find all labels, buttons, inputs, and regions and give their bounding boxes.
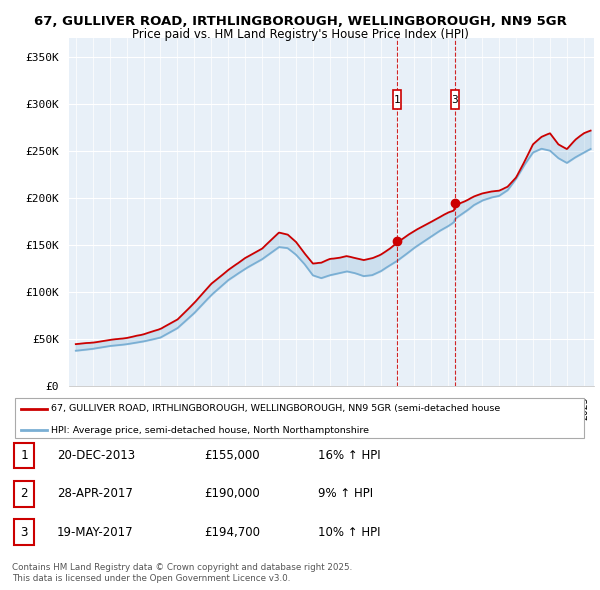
Text: 19-MAY-2017: 19-MAY-2017 [57, 526, 134, 539]
Text: Price paid vs. HM Land Registry's House Price Index (HPI): Price paid vs. HM Land Registry's House … [131, 28, 469, 41]
Text: 20-DEC-2013: 20-DEC-2013 [57, 449, 135, 462]
Text: £190,000: £190,000 [204, 487, 260, 500]
Text: £155,000: £155,000 [204, 449, 260, 462]
Text: 1: 1 [20, 449, 28, 462]
FancyBboxPatch shape [451, 90, 459, 109]
Text: 16% ↑ HPI: 16% ↑ HPI [318, 449, 380, 462]
Text: Contains HM Land Registry data © Crown copyright and database right 2025.: Contains HM Land Registry data © Crown c… [12, 563, 352, 572]
Text: 67, GULLIVER ROAD, IRTHLINGBOROUGH, WELLINGBOROUGH, NN9 5GR (semi-detached house: 67, GULLIVER ROAD, IRTHLINGBOROUGH, WELL… [50, 404, 500, 413]
Text: 3: 3 [451, 94, 458, 104]
Text: 2: 2 [20, 487, 28, 500]
FancyBboxPatch shape [14, 442, 34, 468]
Text: 1: 1 [394, 94, 400, 104]
FancyBboxPatch shape [15, 398, 584, 438]
Text: £194,700: £194,700 [204, 526, 260, 539]
Text: 10% ↑ HPI: 10% ↑ HPI [318, 526, 380, 539]
Text: This data is licensed under the Open Government Licence v3.0.: This data is licensed under the Open Gov… [12, 574, 290, 583]
Text: 28-APR-2017: 28-APR-2017 [57, 487, 133, 500]
Text: 3: 3 [20, 526, 28, 539]
FancyBboxPatch shape [393, 90, 401, 109]
FancyBboxPatch shape [14, 519, 34, 545]
Text: 9% ↑ HPI: 9% ↑ HPI [318, 487, 373, 500]
Text: HPI: Average price, semi-detached house, North Northamptonshire: HPI: Average price, semi-detached house,… [50, 425, 368, 435]
Text: 67, GULLIVER ROAD, IRTHLINGBOROUGH, WELLINGBOROUGH, NN9 5GR: 67, GULLIVER ROAD, IRTHLINGBOROUGH, WELL… [34, 15, 566, 28]
FancyBboxPatch shape [14, 481, 34, 507]
